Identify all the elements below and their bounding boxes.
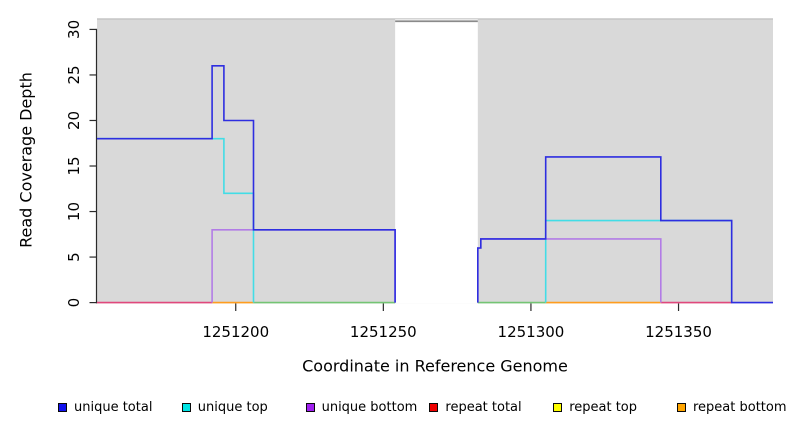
x-tick-label: 1251300 [498, 323, 565, 341]
legend-item-repeat-bottom: repeat bottom [677, 399, 787, 415]
legend-item-unique-bottom: unique bottom [305, 399, 418, 415]
legend-label: unique total [74, 399, 153, 415]
gap-region [395, 19, 478, 304]
legend: unique total unique top unique bottom repea… [0, 399, 792, 417]
series-line-unique-total [97, 65, 396, 303]
y-tick-label: 25 [65, 65, 83, 84]
legend-item-unique-total: unique total [58, 399, 152, 415]
legend-swatch-repeat-bottom [677, 402, 686, 412]
x-tick-label: 1251350 [645, 323, 712, 341]
x-axis-title: Coordinate in Reference Genome [302, 356, 568, 376]
legend-item-repeat-top: repeat top [553, 399, 637, 415]
legend-label: unique bottom [321, 399, 418, 415]
legend-label: repeat bottom [693, 399, 787, 415]
legend-item-unique-top: unique top [181, 399, 268, 415]
y-tick-label: 20 [65, 111, 83, 130]
y-tick-label: 5 [65, 252, 83, 262]
y-tick-label: 0 [65, 298, 83, 308]
y-axis-title: Read Coverage Depth [16, 72, 36, 248]
legend-label: repeat top [569, 399, 637, 415]
legend-swatch-repeat-total [429, 402, 439, 412]
legend-swatch-repeat-top [553, 402, 563, 412]
legend-swatch-unique-top [181, 402, 191, 412]
x-tick-label: 1251200 [202, 323, 269, 341]
y-tick-label: 30 [65, 20, 83, 39]
legend-swatch-unique-bottom [305, 402, 315, 412]
legend-label: unique top [197, 399, 268, 415]
series-line-unique-total [476, 156, 773, 304]
x-tick-label: 1251250 [350, 323, 417, 341]
legend-item-repeat-total: repeat total [429, 399, 522, 415]
legend-swatch-unique-total [58, 402, 67, 412]
y-tick-label: 15 [65, 156, 83, 175]
legend-label: repeat total [445, 399, 522, 415]
y-tick-label: 10 [65, 202, 83, 221]
